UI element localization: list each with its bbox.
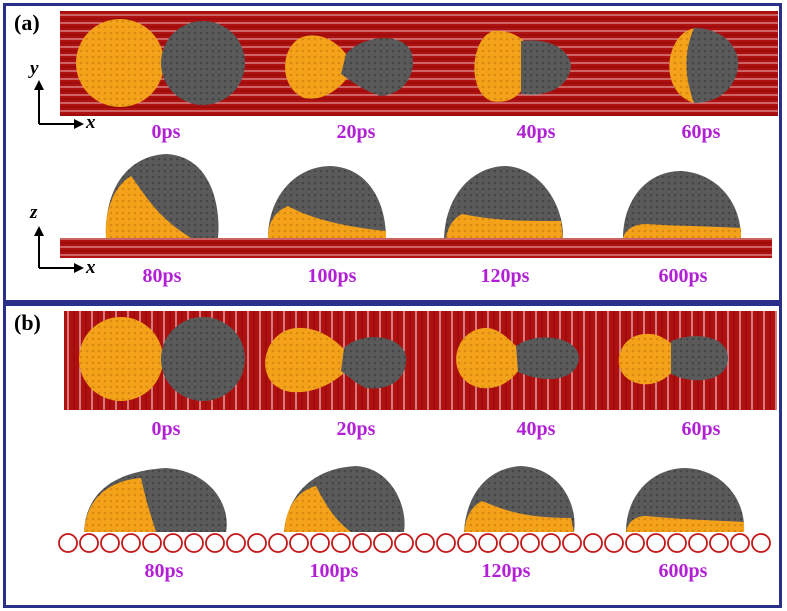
droplet-600ps-orange	[623, 224, 741, 238]
time-label: 100ps	[309, 560, 359, 582]
axis-label-x: x	[86, 257, 96, 278]
droplet-100ps-orange	[284, 486, 351, 532]
droplet-120ps-orange	[464, 501, 574, 532]
droplet-600ps	[623, 171, 741, 238]
time-label: 600ps	[658, 265, 708, 287]
droplet-80ps-orange	[105, 176, 191, 238]
droplet-gray	[516, 337, 579, 380]
droplet-120ps-orange	[446, 214, 563, 238]
time-label: 60ps	[681, 418, 721, 440]
time-label: 120ps	[480, 265, 530, 287]
droplet-orange	[618, 333, 674, 385]
panel-b: (b)	[3, 303, 782, 608]
time-label: 100ps	[307, 265, 357, 287]
time-label: 0ps	[151, 418, 181, 440]
axis-label-z: z	[30, 202, 38, 223]
droplet-orange	[76, 19, 164, 107]
panel-a: (a)	[3, 3, 782, 303]
droplet-gray	[341, 337, 407, 389]
droplet-100ps-orange	[268, 206, 386, 238]
axis-label-x: x	[86, 112, 96, 133]
time-label: 80ps	[142, 265, 182, 287]
droplet-gray	[161, 21, 245, 105]
panel-b-illustration	[58, 311, 777, 553]
time-label: 40ps	[516, 418, 556, 440]
droplet-orange	[79, 317, 163, 401]
time-label: 40ps	[516, 121, 556, 143]
droplet-80ps-orange	[84, 478, 156, 532]
time-label: 120ps	[481, 560, 531, 582]
droplet-orange	[474, 30, 524, 102]
droplet-600ps-orange	[626, 516, 744, 532]
droplet-600ps	[626, 468, 745, 532]
time-label: 20ps	[336, 418, 376, 440]
substrate-bottom-b	[58, 533, 771, 553]
panel-a-label: (a)	[14, 10, 40, 35]
time-label: 600ps	[658, 560, 708, 582]
droplet-gray	[521, 40, 571, 95]
time-label: 0ps	[151, 121, 181, 143]
droplet-gray	[161, 317, 245, 401]
droplet-orange	[265, 327, 346, 393]
droplet-gray	[341, 38, 413, 96]
droplet-gray	[671, 336, 728, 381]
droplet-orange	[456, 327, 518, 389]
substrate-bottom-a	[60, 238, 772, 258]
droplet-orange	[285, 35, 351, 99]
time-label: 80ps	[144, 560, 184, 582]
time-label: 60ps	[681, 121, 721, 143]
panel-a-illustration	[34, 11, 778, 273]
panel-b-label: (b)	[14, 310, 41, 335]
droplet-gray	[686, 28, 739, 103]
time-label: 20ps	[336, 121, 376, 143]
axis-label-y: y	[30, 58, 39, 79]
